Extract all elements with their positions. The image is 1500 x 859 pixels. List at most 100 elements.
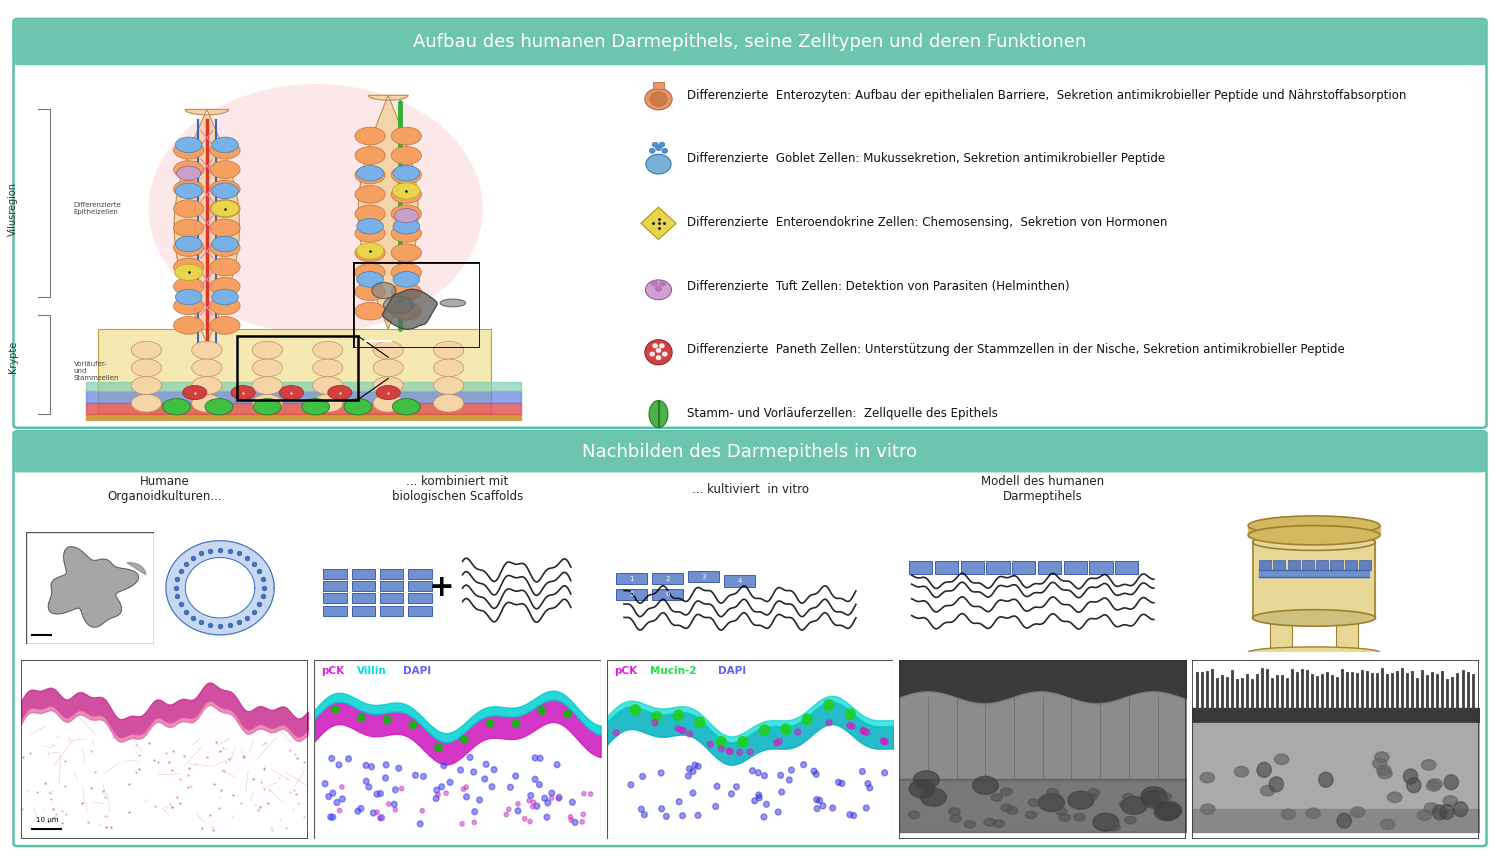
Ellipse shape: [1000, 788, 1012, 795]
Circle shape: [815, 796, 819, 802]
Ellipse shape: [1142, 787, 1167, 805]
Circle shape: [658, 770, 664, 776]
Circle shape: [777, 739, 782, 745]
Ellipse shape: [1156, 801, 1182, 819]
Bar: [380, 606, 404, 616]
Polygon shape: [86, 403, 520, 414]
Circle shape: [880, 738, 886, 744]
Ellipse shape: [972, 777, 999, 795]
Circle shape: [712, 803, 718, 809]
Circle shape: [384, 716, 390, 724]
Circle shape: [174, 180, 204, 198]
Circle shape: [370, 810, 376, 816]
Circle shape: [513, 720, 519, 728]
Circle shape: [399, 786, 404, 791]
Bar: [98, 329, 490, 414]
Circle shape: [821, 803, 827, 809]
Ellipse shape: [909, 811, 920, 819]
Circle shape: [326, 794, 332, 800]
Bar: [688, 571, 720, 582]
Ellipse shape: [1125, 816, 1136, 824]
Circle shape: [392, 224, 422, 242]
Ellipse shape: [1378, 768, 1392, 778]
Text: 3: 3: [702, 574, 706, 580]
Text: Differenzierte  Enterozyten: Aufbau der epithelialen Barriere,  Sekretion antimi: Differenzierte Enterozyten: Aufbau der e…: [687, 88, 1407, 102]
Ellipse shape: [1260, 785, 1275, 796]
Circle shape: [420, 808, 424, 813]
Circle shape: [444, 791, 448, 795]
Polygon shape: [1336, 618, 1358, 653]
Circle shape: [374, 791, 380, 797]
Text: Modell des humanen
Darmeptihels: Modell des humanen Darmeptihels: [981, 475, 1104, 503]
Text: Differenzierte  Tuft Zellen: Detektion von Parasiten (Helminthen): Differenzierte Tuft Zellen: Detektion vo…: [687, 279, 1070, 293]
Circle shape: [564, 710, 572, 717]
Circle shape: [328, 755, 334, 761]
Ellipse shape: [909, 780, 934, 798]
Ellipse shape: [1094, 813, 1119, 832]
Circle shape: [657, 356, 660, 360]
Circle shape: [1407, 777, 1420, 793]
Circle shape: [762, 773, 768, 779]
Polygon shape: [166, 540, 274, 635]
Circle shape: [718, 746, 724, 752]
Bar: [1038, 561, 1060, 575]
Ellipse shape: [1306, 808, 1320, 819]
Ellipse shape: [1200, 804, 1215, 814]
Circle shape: [211, 200, 238, 216]
Circle shape: [522, 817, 526, 821]
Circle shape: [231, 386, 255, 399]
Circle shape: [176, 264, 202, 280]
Bar: [1258, 560, 1270, 570]
Bar: [352, 594, 375, 604]
Circle shape: [542, 795, 548, 801]
Circle shape: [382, 762, 388, 768]
Ellipse shape: [645, 280, 672, 300]
Circle shape: [482, 776, 488, 782]
Circle shape: [572, 819, 578, 825]
Circle shape: [760, 814, 766, 820]
Ellipse shape: [372, 283, 396, 299]
Bar: [652, 573, 682, 584]
Bar: [408, 606, 432, 616]
Circle shape: [382, 775, 388, 781]
Circle shape: [374, 359, 404, 376]
Circle shape: [568, 814, 573, 819]
Ellipse shape: [1252, 533, 1376, 551]
Circle shape: [356, 166, 386, 184]
Ellipse shape: [1047, 789, 1059, 796]
Ellipse shape: [948, 807, 960, 815]
Polygon shape: [1270, 618, 1292, 653]
Circle shape: [537, 782, 542, 788]
Circle shape: [392, 166, 422, 184]
Circle shape: [357, 166, 384, 181]
Circle shape: [357, 714, 364, 722]
Bar: [987, 561, 1010, 575]
Circle shape: [210, 277, 240, 295]
Bar: [616, 589, 646, 600]
Circle shape: [556, 796, 561, 801]
Polygon shape: [358, 95, 419, 329]
Circle shape: [441, 763, 447, 769]
Circle shape: [736, 750, 742, 756]
Circle shape: [534, 803, 540, 809]
Circle shape: [864, 729, 870, 735]
Circle shape: [678, 727, 684, 733]
Circle shape: [433, 341, 464, 359]
Ellipse shape: [914, 771, 939, 789]
Bar: [1316, 560, 1329, 570]
Ellipse shape: [650, 400, 668, 428]
Polygon shape: [186, 557, 255, 618]
Circle shape: [210, 258, 240, 276]
Circle shape: [694, 813, 700, 819]
Circle shape: [538, 707, 546, 715]
Circle shape: [464, 794, 470, 800]
Circle shape: [462, 787, 465, 791]
Circle shape: [176, 183, 202, 198]
Circle shape: [436, 793, 439, 797]
Ellipse shape: [964, 820, 975, 828]
Circle shape: [132, 359, 162, 376]
Circle shape: [206, 399, 232, 415]
Circle shape: [344, 399, 372, 415]
Circle shape: [747, 749, 753, 755]
Circle shape: [847, 722, 852, 728]
